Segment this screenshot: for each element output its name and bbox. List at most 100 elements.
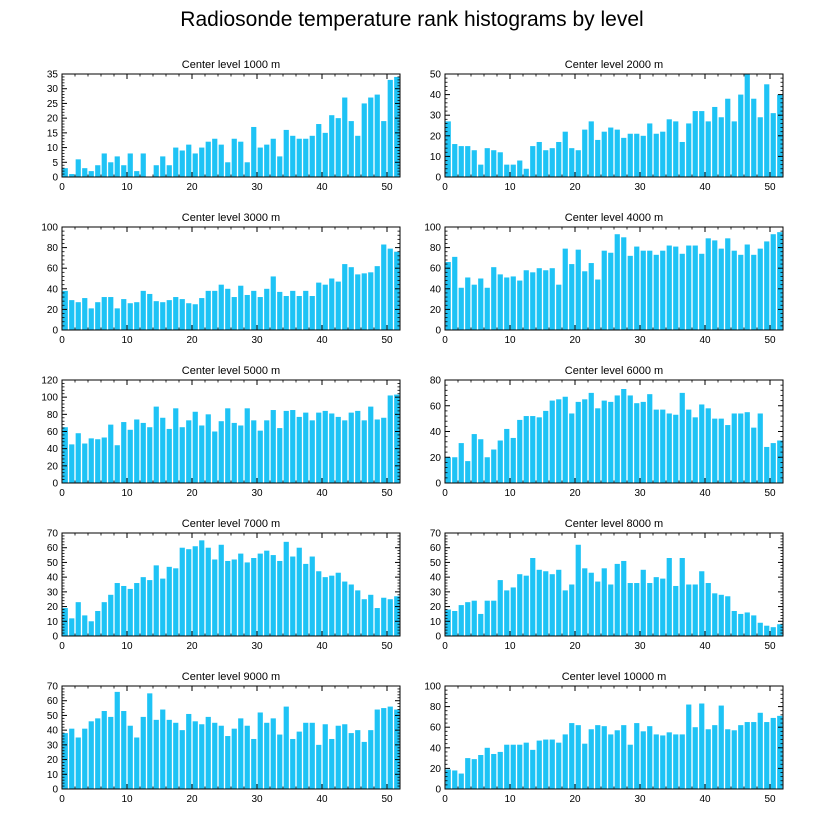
bar [95,718,101,789]
bar [504,428,510,483]
x-tick-label: 50 [764,182,776,193]
bar [757,413,763,483]
x-tick-label: 30 [251,335,263,346]
y-tick-label: 100 [424,223,441,234]
bar [777,715,783,789]
x-tick-label: 20 [569,488,581,499]
bar [757,117,763,177]
bar [75,602,81,636]
x-tick-label: 0 [59,182,65,193]
bar [290,135,296,177]
bar [699,111,705,177]
bar [88,721,94,789]
bar [108,424,114,483]
panel-3: Center level 3000 m 0 10 20 30 40 50 0 20 40 60 80 1… [41,212,401,346]
bar [478,164,484,177]
panel-7: Center level 7000 m 0 10 20 30 40 50 0 10 20 30 40 5… [47,518,401,652]
bar [127,429,133,483]
bar [121,711,127,789]
bar [653,133,659,177]
bar [212,290,218,330]
bar [478,755,484,789]
bar [140,290,146,330]
bar [127,588,133,636]
bar [497,751,503,789]
bar [335,725,341,789]
y-tick-label: 100 [41,393,58,404]
bar [510,437,516,483]
bar [186,420,192,483]
bar [277,734,283,789]
bar [640,401,646,483]
bar [712,725,718,789]
bar [316,282,322,330]
bar [101,153,107,177]
bar [491,600,497,636]
x-tick-label: 0 [442,335,448,346]
bar [465,602,471,636]
bar [686,704,692,789]
bar [283,129,289,177]
bar [523,168,529,177]
bar [575,401,581,483]
x-tick-label: 40 [316,182,328,193]
bar [88,308,94,330]
bar [290,556,296,636]
bar [121,299,127,330]
bar [744,412,750,483]
bar [601,131,607,177]
bar [361,420,367,483]
y-tick-label: 40 [47,444,59,455]
bar [186,144,192,177]
x-tick-label: 0 [59,794,65,805]
bar [88,438,94,483]
bar [530,749,536,789]
bar [536,569,542,636]
bar [549,739,555,789]
bar [134,302,140,330]
bar [218,725,224,789]
bar [517,744,523,789]
bar [452,256,458,330]
bar [757,712,763,789]
bar [634,403,640,483]
x-tick-label: 40 [316,488,328,499]
bar [303,290,309,330]
bar [394,394,400,483]
x-tick-label: 40 [316,641,328,652]
bar [173,408,179,483]
bar [192,153,198,177]
bar [445,457,451,483]
bar [361,273,367,330]
bar [166,428,172,483]
bar [361,103,367,177]
y-tick-label: 80 [430,243,442,254]
bar [160,417,166,483]
x-tick-label: 40 [699,335,711,346]
bar [101,711,107,789]
bar [471,759,477,789]
bar [530,146,536,177]
y-tick-label: 0 [435,326,441,337]
x-tick-label: 0 [59,335,65,346]
bar [517,160,523,177]
x-tick-label: 0 [442,182,448,193]
bar [270,276,276,330]
bar [686,409,692,483]
bar [725,98,731,177]
bar [257,297,263,330]
x-tick-label: 50 [381,335,393,346]
bar [497,152,503,177]
bar [653,254,659,330]
bar [601,400,607,483]
bar [368,730,374,789]
bar [290,290,296,330]
bar [192,721,198,789]
bar [199,298,205,330]
bar [322,410,328,483]
bar [445,121,451,177]
bar [549,574,555,636]
bar [231,422,237,483]
bar [543,270,549,330]
